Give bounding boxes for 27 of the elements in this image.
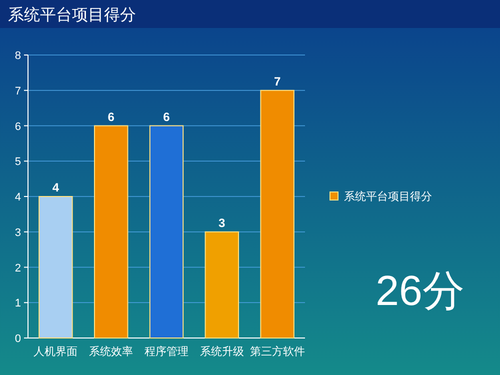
bar bbox=[38, 196, 73, 338]
data-label: 7 bbox=[274, 74, 281, 88]
y-tick-label: 7 bbox=[14, 85, 21, 98]
data-label: 4 bbox=[52, 180, 60, 194]
chart-title: 系统平台项目得分 bbox=[8, 6, 136, 24]
data-label: 3 bbox=[218, 216, 226, 230]
y-tick-label: 5 bbox=[14, 156, 21, 168]
text: 26分 bbox=[376, 267, 464, 314]
y-tick-label: 6 bbox=[14, 120, 21, 133]
x-tick-label: 人机界面 bbox=[34, 346, 78, 358]
y-tick-label: 2 bbox=[14, 262, 21, 274]
y-tick-label: 0 bbox=[14, 333, 21, 345]
x-tick-label: 系统效率 bbox=[89, 345, 134, 358]
y-tick-label: 8 bbox=[14, 50, 21, 62]
y-tick-label: 3 bbox=[14, 226, 21, 239]
bar bbox=[204, 231, 240, 338]
bar bbox=[149, 125, 184, 338]
x-tick-label: 系统升级 bbox=[200, 345, 244, 358]
y-tick-label: 1 bbox=[14, 298, 21, 310]
x-tick-label: 第三方软件 bbox=[250, 345, 305, 358]
bar bbox=[94, 125, 128, 338]
legend-label: 系统平台项目得分 bbox=[344, 190, 432, 203]
x-tick-label: 程序管理 bbox=[144, 345, 188, 358]
data-label: 6 bbox=[163, 110, 170, 124]
data-label: 6 bbox=[108, 110, 115, 124]
y-tick-label: 4 bbox=[14, 192, 21, 204]
bar bbox=[260, 90, 294, 338]
